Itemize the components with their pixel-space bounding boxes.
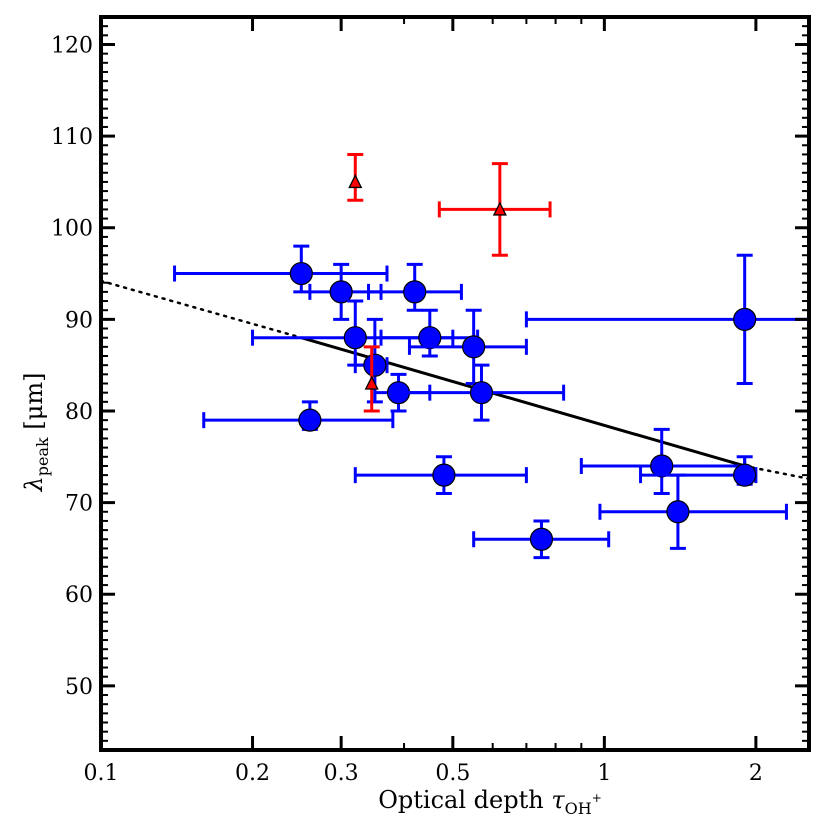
x-axis-title: Optical depth τOH+ xyxy=(378,786,602,818)
x-tick-label-4: 1 xyxy=(597,761,611,786)
blue-point-0 xyxy=(289,261,313,286)
y-tick-label-6: 110 xyxy=(51,125,93,150)
blue-point-6 xyxy=(363,353,387,377)
plot-data xyxy=(101,152,809,560)
blue-point-10 xyxy=(432,463,456,487)
y-tick-label-2: 70 xyxy=(65,492,93,517)
x-axis-title-subscript: OH xyxy=(565,799,592,818)
x-tick-label-0: 0.1 xyxy=(84,761,119,786)
y-tick-label-1: 60 xyxy=(65,583,93,608)
blue-point-14 xyxy=(529,527,554,551)
red-point-1 xyxy=(492,201,507,216)
blue-point-4 xyxy=(418,326,442,350)
x-axis-title-superscript: + xyxy=(592,791,602,805)
y-tick-label-3: 80 xyxy=(65,400,93,425)
x-axis-title-symbol: τ xyxy=(551,786,565,814)
blue-point-3 xyxy=(343,326,367,350)
x-tick-label-5: 2 xyxy=(749,761,763,786)
y-tick-label-0: 50 xyxy=(65,675,93,700)
blue-point-5 xyxy=(462,335,486,359)
x-axis-title-prefix: Optical depth xyxy=(378,786,551,814)
axes-frame: 50 60 70 80 90 100 110 120 0.1 0.2 0.3 0.5 1 2 xyxy=(51,15,811,786)
blue-point-1 xyxy=(329,280,353,304)
plot-layer xyxy=(101,152,809,560)
y-axis-title-subscript: peak xyxy=(33,437,52,476)
red-point-0 xyxy=(348,173,363,189)
blue-point-8 xyxy=(469,381,494,405)
y-tick-label-5: 100 xyxy=(51,217,93,242)
y-axis-title-unit: [μm] xyxy=(20,373,48,438)
x-tick-label-2: 0.3 xyxy=(324,761,359,786)
x-tick-label-3: 0.5 xyxy=(435,761,470,786)
blue-point-11 xyxy=(650,454,674,478)
y-axis-title: λpeak [μm] xyxy=(20,373,52,493)
blue-point-2 xyxy=(403,280,427,304)
y-tick-label-7: 120 xyxy=(51,33,93,58)
blue-point-12 xyxy=(733,463,757,487)
y-tick-label-4: 90 xyxy=(65,308,93,333)
red-point-2 xyxy=(364,375,379,390)
y-axis-title-symbol: λ xyxy=(20,476,48,492)
fit-line-dotted-left xyxy=(101,279,303,339)
blue-point-15 xyxy=(733,307,757,331)
blue-point-13 xyxy=(666,500,690,524)
blue-point-9 xyxy=(298,408,322,432)
x-tick-label-1: 0.2 xyxy=(235,761,270,786)
